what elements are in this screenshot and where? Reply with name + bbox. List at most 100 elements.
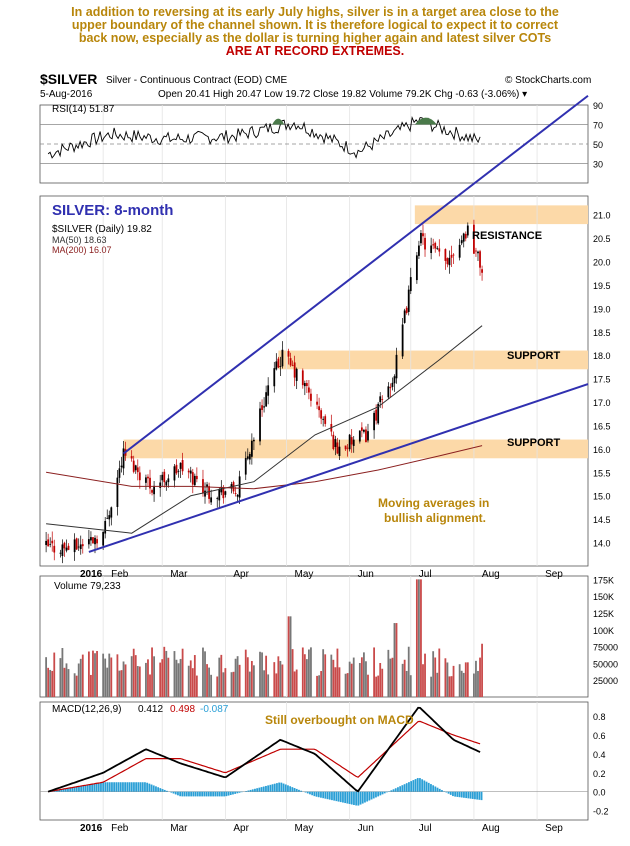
price-candle: [348, 434, 351, 450]
macd-histogram-bar: [91, 784, 94, 792]
price-candle: [173, 466, 176, 481]
volume-bar: [191, 668, 194, 697]
price-candle: [250, 440, 253, 457]
macd-signal-line: [47, 720, 481, 793]
price-candle: [253, 439, 255, 442]
macd-legend-hist: -0.087: [200, 704, 229, 715]
price-tick-label: 16.5: [593, 421, 611, 431]
macd-histogram-bar: [181, 791, 184, 797]
volume-bar: [195, 675, 198, 697]
volume-bar: [303, 654, 306, 697]
macd-histogram-bar: [135, 782, 138, 792]
macd-histogram-bar: [357, 791, 360, 806]
macd-histogram-bar: [399, 786, 402, 792]
commentary-line-4: ARE AT RECORD EXTREMES.: [225, 44, 405, 58]
volume-bar: [360, 657, 363, 697]
macd-histogram-bar: [394, 788, 397, 792]
price-candle: [344, 445, 347, 450]
macd-tick-label: 0.2: [593, 769, 606, 779]
volume-bar: [466, 662, 469, 697]
macd-histogram-bar: [315, 791, 318, 797]
macd-histogram-bar: [432, 785, 435, 792]
macd-histogram-bar: [190, 791, 193, 797]
symbol-description: Silver - Continuous Contract (EOD) CME: [106, 75, 288, 86]
price-candle: [116, 477, 119, 507]
price-month-label: Apr: [233, 569, 249, 580]
price-candle: [202, 479, 204, 494]
price-tick-label: 17.5: [593, 375, 611, 385]
volume-bar: [193, 655, 196, 697]
volume-bar: [81, 654, 84, 697]
macd-histogram-bar: [245, 791, 248, 792]
price-candle: [145, 477, 147, 483]
price-candle: [267, 385, 270, 396]
macd-histogram-bar: [238, 791, 241, 793]
macd-histogram-bar: [416, 778, 419, 792]
commentary-line-2: upper boundary of the channel shown. It …: [71, 18, 559, 32]
volume-bar: [277, 656, 280, 697]
price-candle: [234, 492, 237, 494]
macd-histogram-bar: [139, 782, 142, 792]
price-candle: [303, 383, 306, 387]
macd-histogram-bar: [339, 791, 342, 803]
macd-histogram-bar: [379, 791, 382, 796]
macd-histogram-bar: [177, 791, 179, 796]
macd-histogram-bar: [172, 791, 175, 794]
macd-histogram-bar: [476, 791, 479, 800]
macd-histogram-bar: [205, 791, 208, 797]
macd-histogram-bar: [397, 787, 399, 792]
volume-bar: [424, 653, 426, 697]
macd-histogram-bar: [227, 791, 230, 796]
macd-histogram-bar: [331, 791, 333, 801]
macd-histogram-bar: [73, 787, 76, 792]
price-panel-frame: [39, 195, 589, 567]
macd-histogram-bar: [212, 791, 215, 797]
volume-bar: [273, 662, 276, 697]
macd-histogram-bar: [449, 791, 452, 795]
macd-histogram-bar: [232, 791, 234, 795]
macd-histogram-bar: [293, 788, 296, 792]
macd-histogram-bar: [95, 783, 98, 792]
price-candle: [464, 233, 467, 239]
price-candle: [163, 471, 166, 483]
macd-histogram-bar: [170, 791, 173, 793]
price-candle: [275, 361, 278, 370]
volume-bar: [436, 672, 439, 697]
rsi-tick-label: 30: [593, 160, 603, 170]
macd-month-label: Sep: [545, 823, 563, 834]
macd-histogram-bar: [366, 791, 369, 802]
macd-histogram-bar: [278, 782, 281, 792]
macd-histogram-bar: [452, 791, 454, 797]
price-candle: [120, 465, 123, 468]
volume-tick-label: 125K: [593, 609, 614, 619]
macd-histogram-bar: [64, 788, 67, 792]
macd-histogram-bar: [106, 782, 109, 792]
macd-histogram-bar: [317, 791, 320, 798]
quote-line: Open 20.41 High 20.47 Low 19.72 Close 19…: [158, 89, 528, 100]
macd-histogram-bar: [447, 791, 450, 794]
resistance-label: RESISTANCE: [472, 230, 542, 242]
price-candle: [358, 430, 361, 442]
price-candle: [448, 257, 451, 266]
volume-bar: [94, 653, 96, 697]
macd-tick-label: 0.0: [593, 788, 606, 798]
price-candle: [246, 456, 249, 459]
macd-histogram-bar: [75, 786, 78, 792]
volume-tick-label: 150K: [593, 592, 614, 602]
volume-bar: [377, 675, 380, 697]
price-legend: $SILVER (Daily) 19.82: [52, 224, 152, 235]
volume-bar: [481, 643, 483, 697]
macd-histogram-bar: [344, 791, 347, 804]
macd-histogram-bar: [456, 791, 459, 797]
macd-histogram-bar: [276, 783, 278, 792]
price-candle: [289, 358, 292, 366]
volume-bar: [320, 671, 323, 697]
volume-bar: [261, 652, 263, 697]
volume-bar: [136, 666, 139, 697]
macd-histogram-bar: [372, 791, 375, 799]
macd-histogram-bar: [287, 785, 289, 792]
price-candle: [375, 409, 378, 421]
volume-bar: [220, 654, 223, 697]
volume-tick-label: 25000: [593, 676, 618, 686]
price-candle: [403, 310, 406, 323]
